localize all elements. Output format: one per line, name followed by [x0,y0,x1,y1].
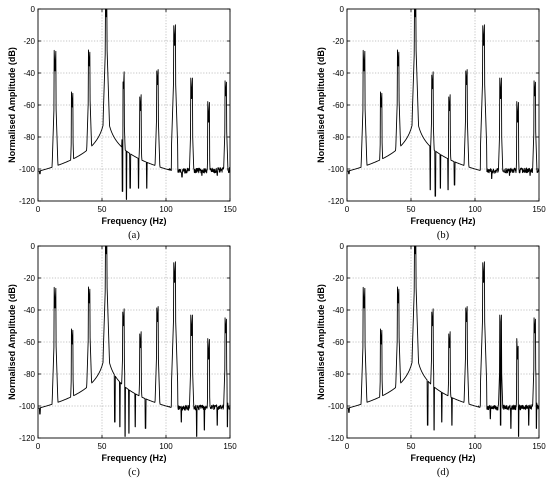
y-axis-label: Normalised Amplitude (dB) [7,47,17,163]
y-tick-label: 0 [31,242,36,251]
x-tick-label: 100 [468,442,482,451]
y-tick-label: -120 [19,197,36,206]
y-axis-label: Normalised Amplitude (dB) [7,284,17,400]
x-tick-label: 50 [407,442,416,451]
chart-panel-0: 0 50 100 150 0 -20 -40 -60 -80 -100 -120 Frequency … [7,5,237,241]
y-tick-label: -80 [332,133,344,142]
y-tick-label: -20 [332,37,344,46]
panel-caption: (b) [437,230,450,241]
chart-panel-3: 0 50 100 150 0 -20 -40 -60 -80 -100 -120 Frequency … [316,242,546,478]
y-tick-label: -60 [332,338,344,347]
x-axis-label: Frequency (Hz) [101,453,166,463]
y-tick-label: -40 [332,306,344,315]
x-axis-label: Frequency (Hz) [410,216,475,226]
y-tick-label: -80 [23,370,35,379]
spectrum-series-line [37,8,231,200]
y-tick-label: -60 [23,338,35,347]
y-tick-label: -80 [332,370,344,379]
y-tick-label: -40 [23,306,35,315]
y-tick-label: -100 [19,165,36,174]
x-tick-label: 150 [532,205,546,214]
x-tick-label: 0 [36,205,41,214]
y-tick-label: -20 [23,274,35,283]
y-tick-label: -120 [328,197,345,206]
x-tick-label: 150 [223,442,237,451]
y-tick-label: -100 [328,165,345,174]
x-axis-label: Frequency (Hz) [410,453,475,463]
y-tick-label: 0 [31,5,36,14]
chart-panel-1: 0 50 100 150 0 -20 -40 -60 -80 -100 -120 Frequency … [316,5,546,241]
y-tick-label: 0 [340,5,345,14]
y-tick-label: 0 [340,242,345,251]
y-tick-label: -120 [19,434,36,443]
y-tick-label: -40 [332,69,344,78]
x-tick-label: 50 [407,205,416,214]
x-axis-label: Frequency (Hz) [101,216,166,226]
x-tick-label: 100 [159,442,173,451]
panel-caption: (d) [437,467,450,478]
y-tick-label: -120 [328,434,345,443]
x-tick-label: 100 [468,205,482,214]
panel-caption: (c) [128,467,140,478]
y-tick-label: -20 [23,37,35,46]
x-tick-label: 0 [345,442,350,451]
spectrum-series-line [37,245,231,437]
x-tick-label: 150 [223,205,237,214]
x-tick-label: 50 [98,442,107,451]
y-tick-label: -40 [23,69,35,78]
y-tick-label: -20 [332,274,344,283]
y-tick-label: -60 [332,101,344,110]
x-tick-label: 50 [98,205,107,214]
y-tick-label: -100 [19,402,36,411]
y-axis-label: Normalised Amplitude (dB) [316,284,326,400]
spectrum-series-line [346,8,540,197]
x-tick-label: 100 [159,205,173,214]
y-tick-label: -100 [328,402,345,411]
x-tick-label: 150 [532,442,546,451]
y-axis-label: Normalised Amplitude (dB) [316,47,326,163]
y-tick-label: -60 [23,101,35,110]
panel-caption: (a) [128,230,140,241]
spectrum-series-line [346,245,540,437]
chart-panel-2: 0 50 100 150 0 -20 -40 -60 -80 -100 -120 Frequency … [7,242,237,478]
x-tick-label: 0 [345,205,350,214]
x-tick-label: 0 [36,442,41,451]
y-tick-label: -80 [23,133,35,142]
